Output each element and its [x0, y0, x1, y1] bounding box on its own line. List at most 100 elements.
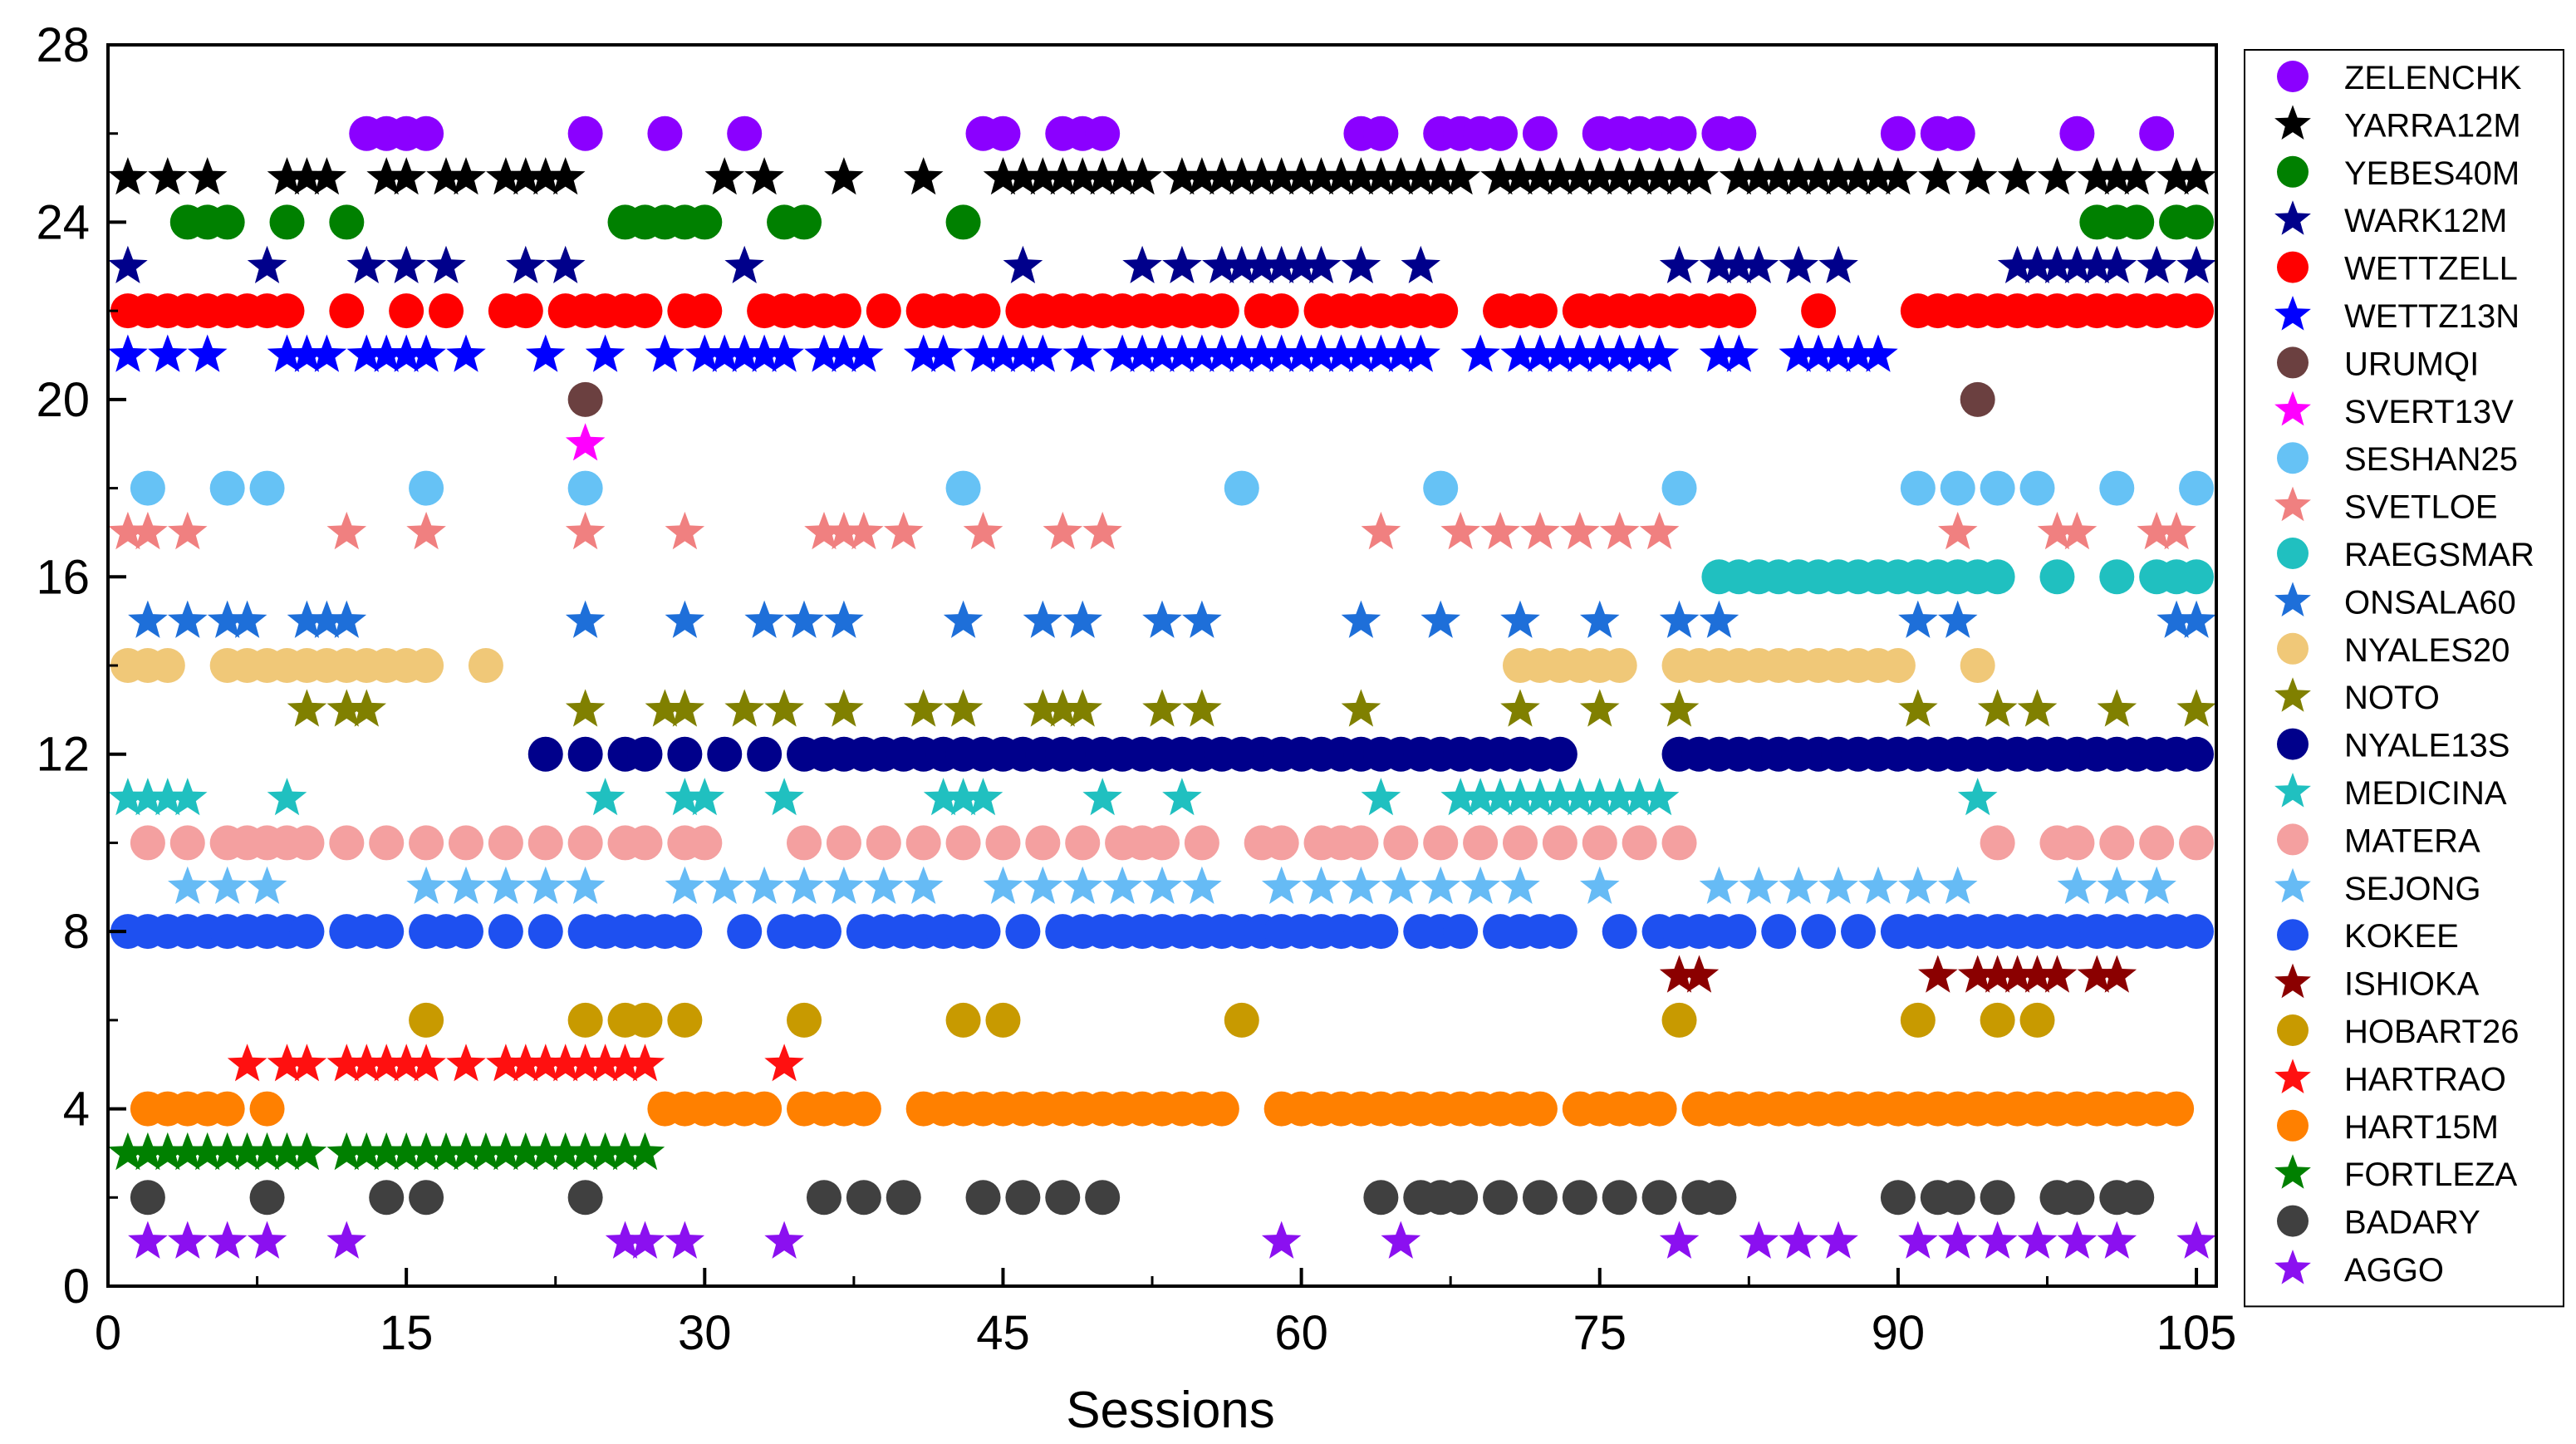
legend-label: RAEGSMAR — [2344, 537, 2534, 573]
plot-area — [108, 115, 2216, 1259]
data-point-wettz13n-45 — [983, 334, 1023, 372]
data-point-sejong-91 — [1898, 866, 1938, 904]
data-point-seshan25-24 — [567, 470, 603, 506]
data-point-wark12m-61 — [1301, 245, 1342, 283]
data-point-medicina-44 — [963, 778, 1003, 816]
data-point-aggo-91 — [1898, 1221, 1938, 1259]
data-point-sejong-24 — [565, 866, 606, 904]
y-tick-label: 28 — [36, 18, 90, 72]
data-point-nyales20-16 — [409, 648, 444, 683]
series-wark12m — [108, 245, 2216, 283]
data-point-yarra12m-47 — [1023, 157, 1063, 195]
legend-marker — [2274, 582, 2311, 616]
legend-marker — [2277, 632, 2309, 665]
series-wettz13n — [108, 334, 1898, 372]
data-point-noto-105 — [2176, 689, 2216, 727]
data-point-wettz13n-49 — [1062, 334, 1102, 372]
data-point-hartrao-15 — [386, 1044, 426, 1082]
data-point-hartrao-27 — [625, 1044, 665, 1082]
data-point-yarra12m-55 — [1182, 157, 1222, 195]
data-point-medicina-29 — [665, 778, 705, 816]
data-point-yarra12m-48 — [1043, 157, 1083, 195]
legend-marker — [2277, 1109, 2309, 1142]
data-point-wark12m-82 — [1719, 245, 1759, 283]
data-point-wettz13n-74 — [1560, 334, 1600, 372]
data-point-sejong-93 — [1938, 866, 1978, 904]
data-point-svetloe-50 — [1082, 511, 1122, 550]
data-point-sejong-20 — [486, 866, 526, 904]
legend-label: HARTRAO — [2344, 1061, 2506, 1098]
data-point-svetloe-99 — [2057, 511, 2098, 550]
data-point-yarra12m-21 — [506, 157, 546, 195]
data-point-yarra12m-80 — [1679, 157, 1720, 195]
series-svert13v — [565, 423, 606, 461]
data-point-wark12m-81 — [1699, 245, 1739, 283]
series-zelenchk — [349, 115, 2175, 151]
data-point-sejong-4 — [168, 866, 208, 904]
data-point-wettz13n-34 — [764, 334, 804, 372]
data-point-svetloe-40 — [884, 511, 924, 550]
data-point-yarra12m-98 — [2037, 157, 2078, 195]
data-point-matera-30 — [687, 825, 723, 861]
data-point-wettz13n-18 — [446, 334, 486, 372]
data-point-zelenchk-70 — [1483, 115, 1519, 151]
data-point-badary-74 — [1562, 1180, 1597, 1216]
data-point-kokee-68 — [1443, 914, 1479, 950]
data-point-yebes40m-35 — [787, 204, 822, 240]
data-point-badary-24 — [567, 1180, 603, 1216]
data-point-medicina-50 — [1082, 778, 1122, 816]
data-point-medicina-74 — [1560, 778, 1600, 816]
data-point-hartrao-13 — [346, 1044, 386, 1082]
data-point-wettzell-72 — [1522, 293, 1558, 329]
data-point-onsala60-11 — [307, 600, 347, 638]
data-point-onsala60-55 — [1182, 600, 1222, 638]
data-point-noto-63 — [1341, 689, 1381, 727]
data-point-yarra12m-18 — [446, 157, 486, 195]
data-point-wark12m-23 — [545, 245, 586, 283]
data-point-noto-24 — [565, 689, 606, 727]
data-point-onsala60-49 — [1062, 600, 1102, 638]
legend-label: NOTO — [2344, 680, 2440, 716]
data-point-nyale13s-24 — [567, 736, 603, 772]
data-point-onsala60-93 — [1938, 600, 1978, 638]
data-point-matera-59 — [1263, 825, 1299, 861]
data-point-sejong-37 — [824, 866, 864, 904]
data-point-aggo-93 — [1938, 1221, 1978, 1259]
data-point-onsala60-91 — [1898, 600, 1938, 638]
data-point-medicina-2 — [128, 778, 168, 816]
data-point-wark12m-66 — [1401, 245, 1440, 283]
x-tick-label: 75 — [1573, 1306, 1627, 1360]
data-point-kokee-36 — [806, 914, 841, 950]
data-point-seshan25-93 — [1940, 470, 1975, 506]
series-fortleza — [108, 1132, 665, 1171]
series-ishioka — [1659, 955, 2137, 993]
data-point-sejong-103 — [2137, 866, 2176, 904]
data-point-noto-53 — [1142, 689, 1182, 727]
data-point-matera-27 — [627, 825, 663, 861]
data-point-wettz13n-33 — [744, 334, 784, 372]
data-point-noto-37 — [824, 689, 864, 727]
data-point-seshan25-79 — [1661, 470, 1697, 506]
data-point-svert13v-24 — [565, 423, 606, 461]
data-point-wark12m-32 — [724, 245, 764, 283]
legend-marker — [2277, 823, 2309, 856]
legend-marker — [2277, 728, 2309, 760]
data-point-ishioka-100 — [2077, 955, 2117, 993]
data-point-zelenchk-45 — [985, 115, 1021, 151]
data-point-svetloe-12 — [326, 511, 367, 550]
data-point-wettz13n-5 — [187, 334, 228, 372]
data-point-hart15m-56 — [1204, 1091, 1239, 1127]
data-point-wark12m-85 — [1779, 245, 1818, 283]
data-point-medicina-30 — [684, 778, 725, 816]
data-point-yarra12m-52 — [1122, 157, 1162, 195]
data-point-sejong-99 — [2057, 866, 2098, 904]
data-point-matera-2 — [130, 825, 165, 861]
data-point-wark12m-13 — [346, 245, 386, 283]
data-point-hobart26-16 — [409, 1002, 444, 1038]
legend-marker — [2274, 963, 2311, 999]
legend-entry-kokee: KOKEE — [2277, 918, 2459, 955]
data-point-onsala60-43 — [943, 600, 984, 638]
data-point-wark12m-56 — [1202, 245, 1242, 283]
x-tick-label: 45 — [976, 1306, 1030, 1360]
data-point-badary-102 — [2119, 1180, 2155, 1216]
